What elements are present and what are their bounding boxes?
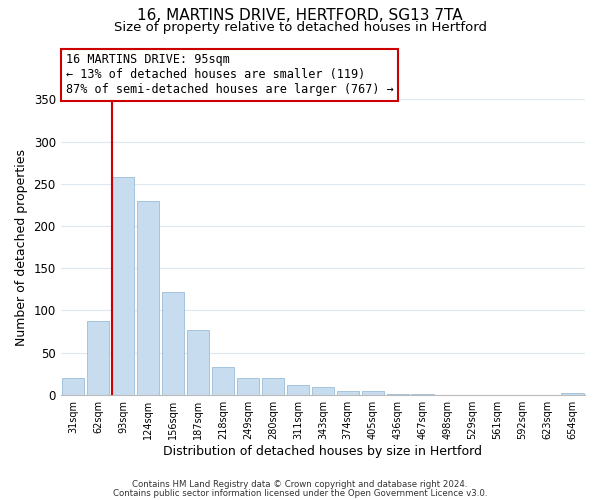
Bar (287, 386, 309, 394)
Text: Size of property relative to detached houses in Hertford: Size of property relative to detached ho… (113, 21, 487, 34)
Bar (87, 322, 109, 394)
Bar (187, 330, 209, 394)
Bar (162, 292, 184, 394)
Text: 16 MARTINS DRIVE: 95sqm
← 13% of detached houses are smaller (119)
87% of semi-d: 16 MARTINS DRIVE: 95sqm ← 13% of detache… (66, 54, 394, 96)
Bar (62, 378, 85, 394)
Bar (236, 378, 259, 394)
Bar (212, 367, 234, 394)
Bar (262, 378, 284, 394)
Bar (337, 392, 359, 394)
Bar (112, 177, 134, 394)
Text: 16, MARTINS DRIVE, HERTFORD, SG13 7TA: 16, MARTINS DRIVE, HERTFORD, SG13 7TA (137, 8, 463, 22)
Y-axis label: Number of detached properties: Number of detached properties (15, 148, 28, 346)
Text: Contains HM Land Registry data © Crown copyright and database right 2024.: Contains HM Land Registry data © Crown c… (132, 480, 468, 489)
Bar (561, 393, 584, 394)
Bar (137, 200, 159, 394)
Text: Contains public sector information licensed under the Open Government Licence v3: Contains public sector information licen… (113, 488, 487, 498)
X-axis label: Distribution of detached houses by size in Hertford: Distribution of detached houses by size … (163, 444, 482, 458)
Bar (362, 392, 384, 394)
Bar (311, 387, 334, 394)
